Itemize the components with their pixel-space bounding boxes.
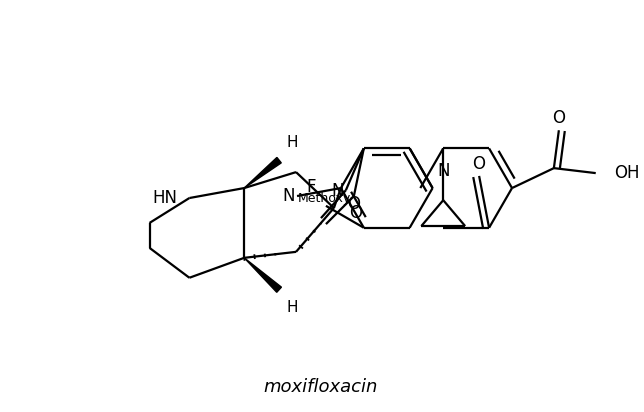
Text: O: O xyxy=(347,195,361,213)
Text: O: O xyxy=(553,109,565,127)
Text: H: H xyxy=(286,135,298,150)
Polygon shape xyxy=(244,258,281,292)
Text: HN: HN xyxy=(153,189,178,207)
Text: F: F xyxy=(307,178,316,196)
Text: OH: OH xyxy=(614,164,639,182)
Text: N: N xyxy=(332,182,344,200)
Text: moxifloxacin: moxifloxacin xyxy=(264,378,378,396)
Text: N: N xyxy=(283,187,296,205)
Text: Methoxy: Methoxy xyxy=(298,192,350,205)
Text: N: N xyxy=(437,162,450,180)
Polygon shape xyxy=(244,157,281,188)
Text: O: O xyxy=(349,204,363,222)
Text: H: H xyxy=(286,300,298,315)
Text: O: O xyxy=(473,155,486,173)
